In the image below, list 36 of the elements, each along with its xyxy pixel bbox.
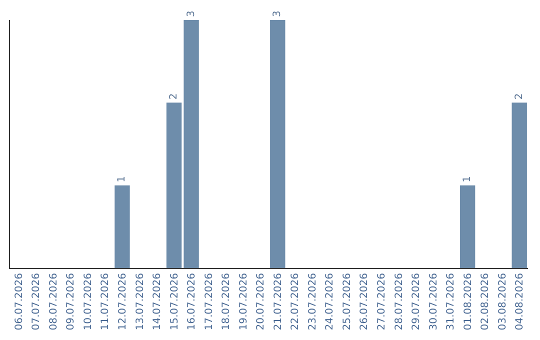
data-label: 1 <box>462 176 474 182</box>
x-tick-label: 16.07.2026 <box>186 273 198 330</box>
x-tick-label: 01.08.2026 <box>462 273 474 330</box>
x-tick-label: 12.07.2026 <box>117 273 128 330</box>
x-tick-label: 22.07.2026 <box>290 273 302 330</box>
x-tick-label: 31.07.2026 <box>446 273 457 330</box>
x-tick-label: 09.07.2026 <box>66 273 77 330</box>
x-tick-label: 23.07.2026 <box>307 273 318 330</box>
x-tick-label: 07.07.2026 <box>31 273 42 330</box>
x-tick-label: 04.08.2026 <box>514 273 526 330</box>
x-tick-label: 08.07.2026 <box>48 273 60 330</box>
x-tick-label: 19.07.2026 <box>238 273 250 330</box>
x-tick-label: 25.07.2026 <box>342 273 353 330</box>
x-tick-label: 11.07.2026 <box>100 273 112 330</box>
x-tick-label: 15.07.2026 <box>169 273 180 330</box>
x-tick-label: 20.07.2026 <box>256 273 267 330</box>
x-tick-label: 14.07.2026 <box>152 273 164 330</box>
x-tick-label: 17.07.2026 <box>204 273 215 330</box>
x-tick-label: 24.07.2026 <box>324 273 336 330</box>
x-tick-label: 06.07.2026 <box>14 273 25 330</box>
x-tick-label: 29.07.2026 <box>411 273 422 330</box>
data-label: 2 <box>514 93 525 100</box>
data-label: 3 <box>186 10 197 17</box>
x-tick-label: 18.07.2026 <box>221 273 232 330</box>
data-label: 3 <box>272 10 284 17</box>
x-tick-label: 28.07.2026 <box>394 273 405 330</box>
data-label: 2 <box>168 93 180 100</box>
x-tick-label: 10.07.2026 <box>82 273 94 330</box>
x-tick-label: 30.07.2026 <box>428 273 440 330</box>
x-tick-label: 02.08.2026 <box>480 273 492 330</box>
x-tick-label: 27.07.2026 <box>376 273 388 330</box>
x-tick-label: 03.08.2026 <box>497 273 508 330</box>
x-tick-label: 26.07.2026 <box>359 273 370 330</box>
data-label: 1 <box>116 176 128 182</box>
x-tick-label: 21.07.2026 <box>272 273 284 330</box>
x-tick-label: 13.07.2026 <box>134 273 146 330</box>
